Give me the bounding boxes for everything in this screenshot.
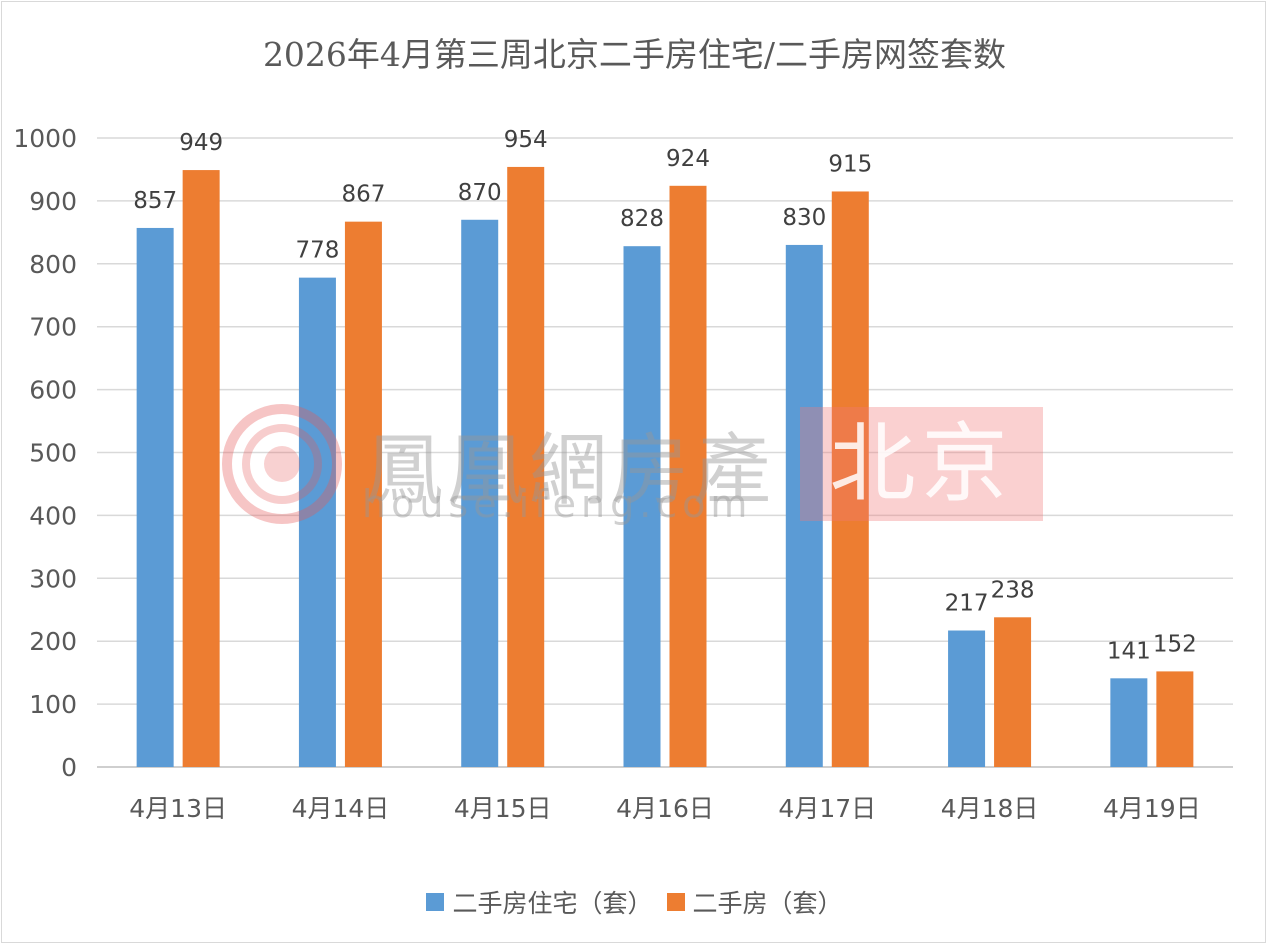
legend-swatch-series-1 [426, 893, 445, 911]
bar [948, 630, 986, 767]
data-label: 828 [620, 206, 664, 232]
bar [461, 219, 499, 767]
bar [1156, 671, 1194, 767]
y-tick-label: 400 [29, 501, 77, 530]
y-tick-label: 700 [29, 313, 77, 342]
y-tick-label: 1000 [13, 124, 77, 153]
data-label: 238 [991, 577, 1035, 603]
x-tick-label: 4月13日 [129, 794, 227, 823]
data-label: 141 [1107, 638, 1151, 664]
y-tick-label: 500 [29, 439, 77, 468]
x-tick-label: 4月17日 [778, 794, 876, 823]
y-tick-label: 100 [29, 690, 77, 719]
legend-label-series-2: 二手房（套） [692, 889, 843, 918]
y-tick-label: 0 [61, 753, 77, 782]
y-tick-label: 600 [29, 376, 77, 405]
data-label: 915 [828, 151, 872, 177]
data-label: 778 [295, 238, 339, 264]
bar [344, 221, 382, 768]
data-label: 857 [133, 188, 177, 214]
y-tick-label: 800 [29, 250, 77, 279]
legend-item-series-2[interactable]: 二手房（套） [666, 884, 843, 920]
y-tick-label: 900 [29, 187, 77, 216]
y-tick-label: 300 [29, 564, 77, 593]
x-tick-label: 4月14日 [292, 794, 390, 823]
data-label: 830 [782, 205, 826, 231]
bar [182, 170, 220, 768]
bar [994, 617, 1032, 767]
data-label: 217 [945, 591, 989, 617]
data-label: 152 [1153, 631, 1197, 657]
x-tick-label: 4月16日 [616, 794, 714, 823]
legend-item-series-1[interactable]: 二手房住宅（套） [426, 884, 653, 920]
bar [831, 191, 869, 768]
chart-legend: 二手房住宅（套） 二手房（套） [0, 884, 1269, 920]
legend-label-series-1: 二手房住宅（套） [452, 889, 653, 918]
x-tick-label: 4月18日 [941, 794, 1039, 823]
x-tick-label: 4月19日 [1103, 794, 1201, 823]
data-label: 954 [504, 127, 548, 153]
legend-swatch-series-2 [666, 893, 685, 911]
bar [298, 277, 336, 767]
bar [136, 227, 174, 767]
y-tick-label: 200 [29, 627, 77, 656]
data-label: 867 [341, 182, 385, 208]
bar [507, 166, 545, 767]
bar [785, 244, 823, 767]
data-label: 924 [666, 146, 710, 172]
bar [669, 185, 707, 767]
bar [623, 246, 661, 768]
x-tick-label: 4月15日 [454, 794, 552, 823]
chart-title: 2026年4月第三周北京二手房住宅/二手房网签套数 [262, 35, 1007, 74]
bar [1110, 678, 1148, 767]
data-label: 949 [179, 130, 223, 156]
data-label: 870 [458, 180, 502, 206]
